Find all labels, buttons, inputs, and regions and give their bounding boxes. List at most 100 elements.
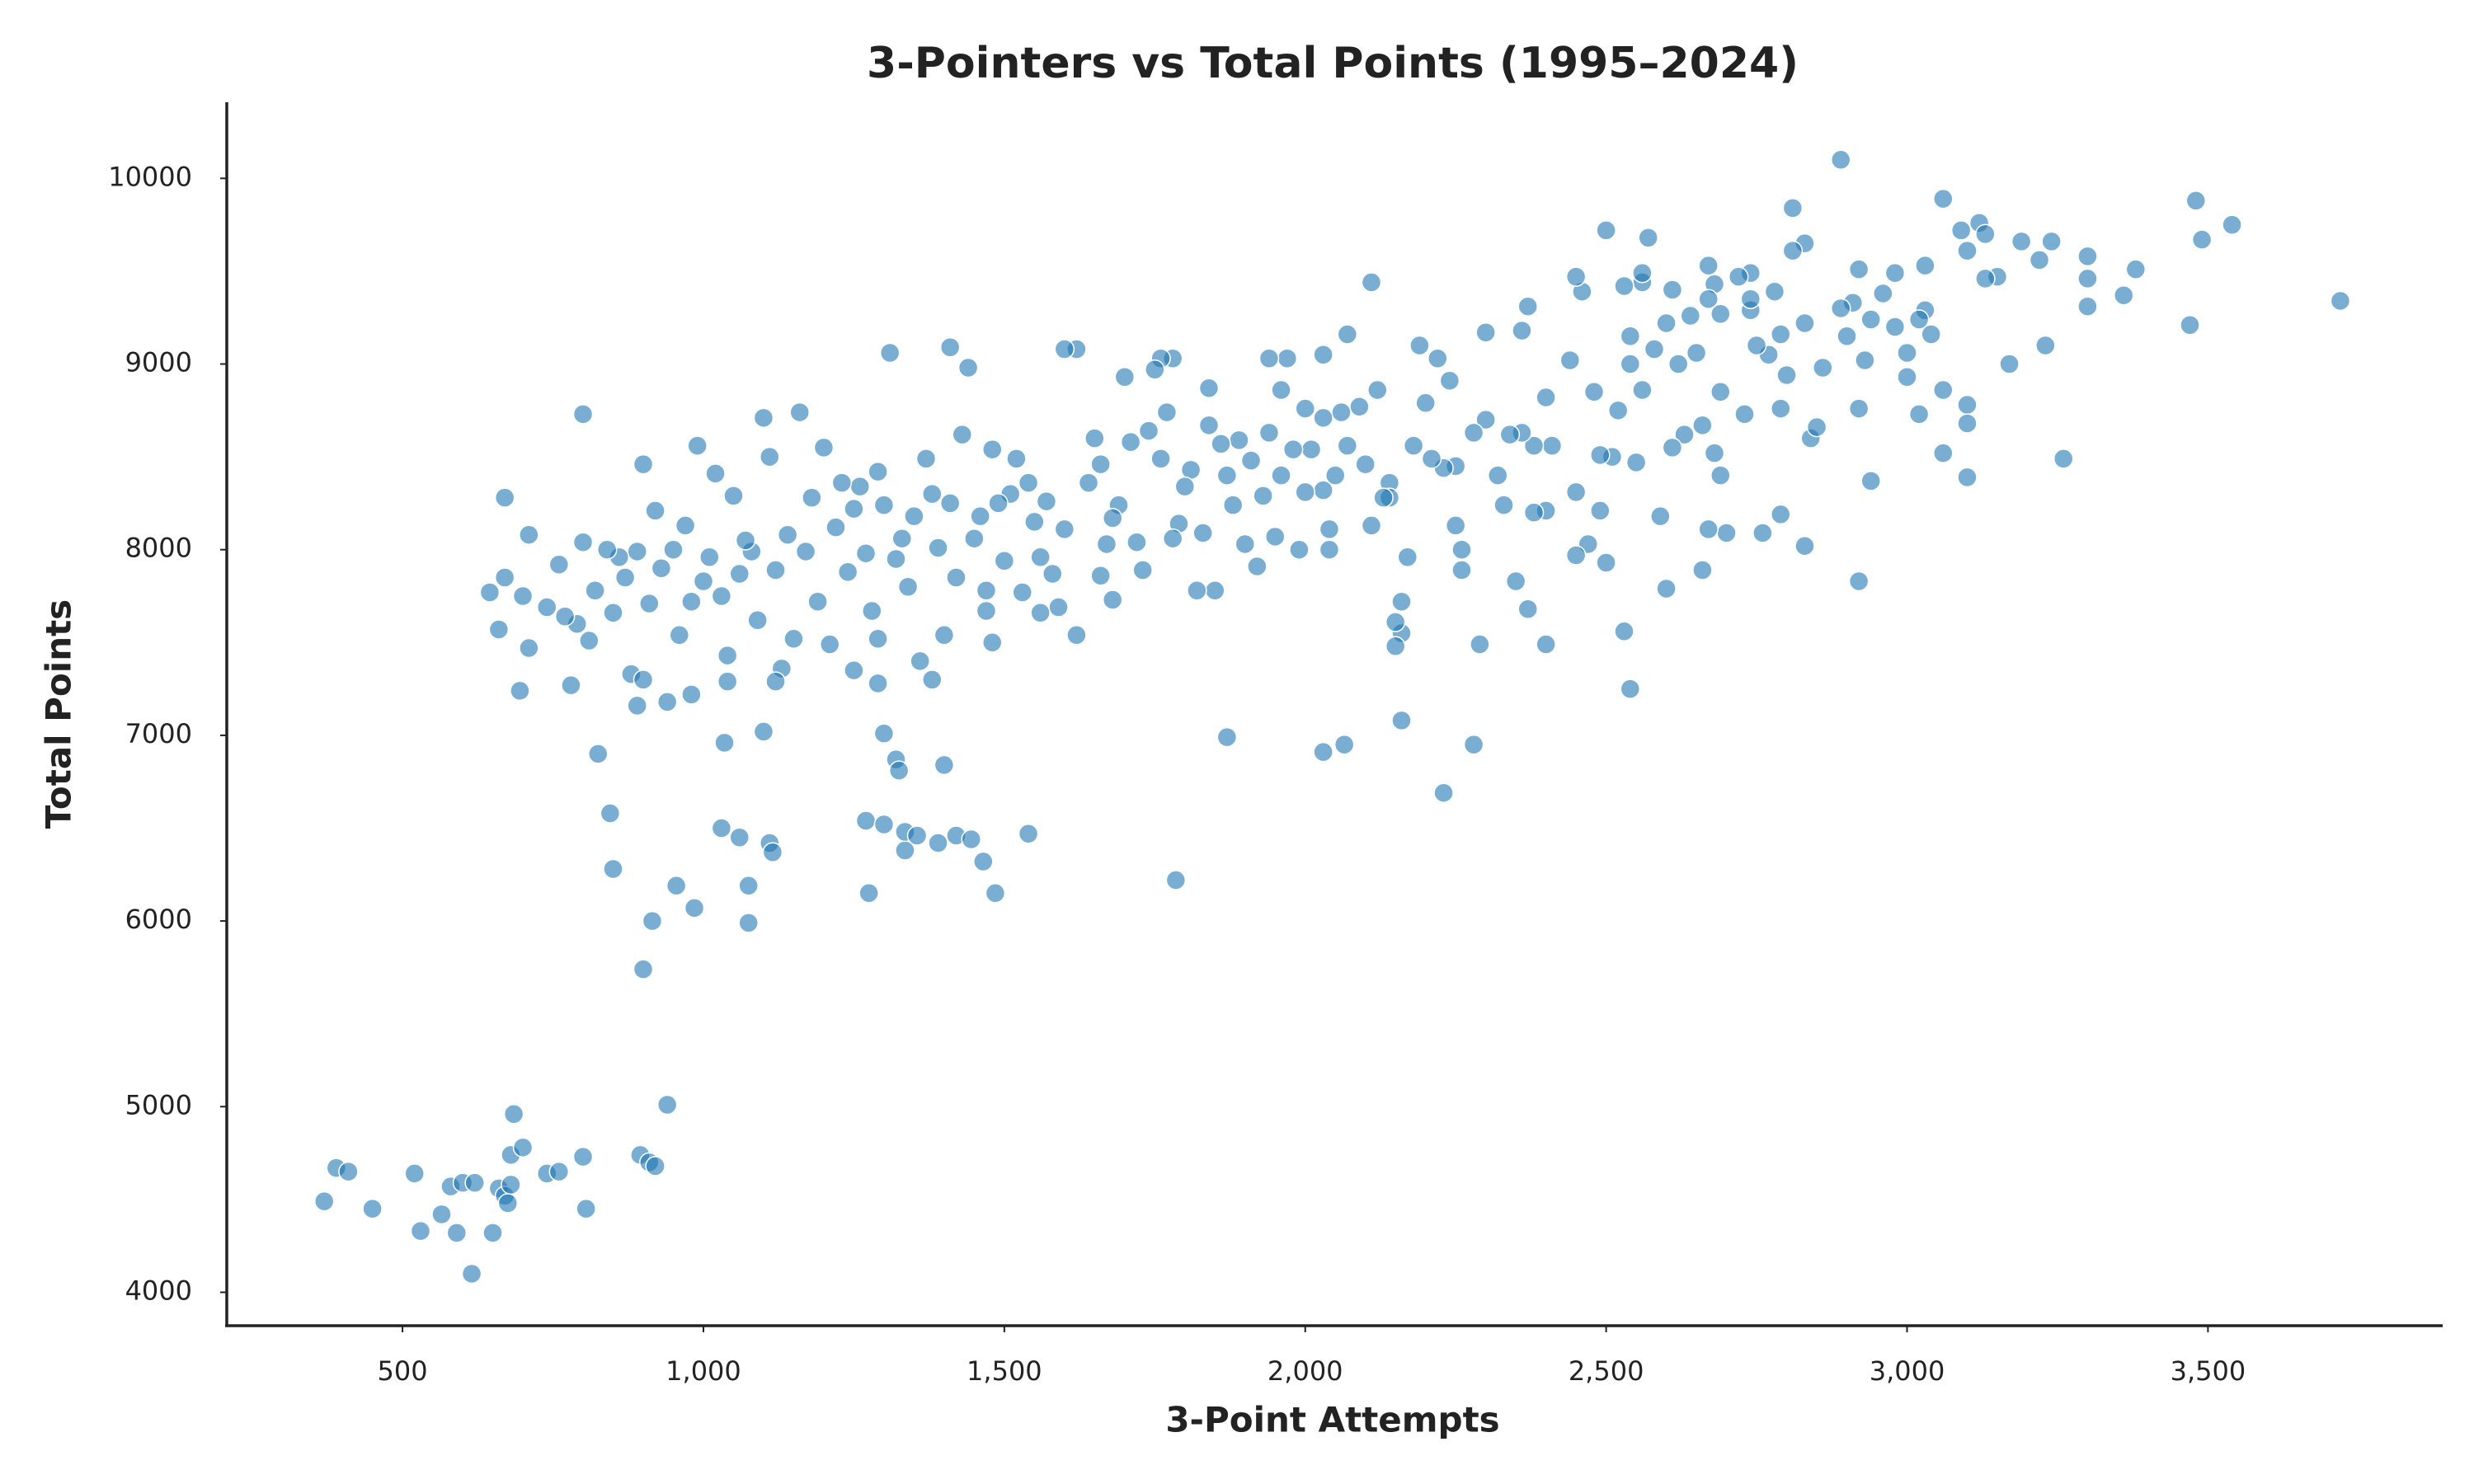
scatter-point: [1950, 220, 1972, 241]
scatter-point: [711, 585, 732, 607]
scatter-point: [1740, 289, 1761, 309]
y-tick-label: 9000: [125, 347, 192, 378]
scatter-point: [1090, 453, 1111, 475]
scatter-point: [904, 505, 924, 527]
scatter-point: [1048, 597, 1069, 618]
scatter-point: [1415, 392, 1436, 414]
scatter-point: [2191, 229, 2213, 250]
scatter-point: [1794, 312, 1815, 334]
scatter-point: [1265, 526, 1286, 547]
scatter-point: [1908, 404, 1930, 425]
y-tick-label: 5000: [125, 1089, 192, 1120]
scatter-point: [976, 600, 997, 622]
scatter-point: [753, 721, 774, 742]
scatter-point: [1162, 528, 1183, 549]
scatter-point: [2222, 214, 2242, 235]
scatter-point: [1656, 578, 1677, 599]
scatter-point: [1066, 625, 1087, 646]
scatter-point: [952, 424, 973, 445]
scatter-point: [1319, 519, 1340, 540]
scatter-point: [1523, 435, 1545, 456]
scatter-point: [1620, 679, 1641, 699]
scatter-point: [858, 883, 879, 904]
x-tick-label: 500: [378, 1355, 428, 1387]
scatter-point: [1463, 734, 1484, 755]
scatter-point: [1499, 424, 1521, 445]
scatter-point: [1349, 397, 1370, 417]
scatter-point: [888, 760, 910, 781]
scatter-point: [1625, 452, 1647, 473]
scatter-point: [1397, 547, 1418, 567]
scatter-point: [536, 597, 557, 618]
scatter-point: [1198, 378, 1220, 399]
scatter-point: [1565, 481, 1587, 503]
scatter-point: [572, 532, 594, 552]
scatter-point: [1662, 279, 1683, 300]
scatter-point: [1999, 354, 2020, 374]
y-tick-label: 7000: [125, 718, 192, 749]
scatter-point: [1680, 305, 1701, 326]
scatter-point: [572, 404, 594, 425]
scatter-point: [1536, 634, 1556, 655]
scatter-point: [576, 1198, 596, 1219]
scatter-point: [985, 883, 1006, 904]
scatter-point: [1463, 422, 1484, 444]
scatter-point: [1240, 450, 1262, 471]
scatter-point: [777, 524, 798, 545]
scatter-point: [1662, 437, 1683, 458]
scatter-point: [645, 1156, 666, 1176]
scatter-point: [1337, 324, 1358, 345]
scatter-point: [494, 567, 515, 588]
scatter-point: [961, 829, 981, 850]
scatter-point: [1319, 539, 1340, 560]
scatter-point: [1734, 404, 1755, 425]
scatter-point: [510, 680, 530, 702]
scatter-point: [1493, 495, 1514, 515]
scatter-point: [1667, 354, 1689, 374]
scatter-point: [675, 515, 696, 536]
scatter-point: [1018, 823, 1039, 844]
scatter-point: [1361, 515, 1382, 536]
scatter-point: [1607, 400, 1629, 421]
scatter-point: [1235, 533, 1256, 555]
scatter-point: [1222, 495, 1244, 515]
scatter-point: [886, 548, 906, 570]
scatter-point: [488, 619, 510, 640]
scatter-point: [1975, 223, 1996, 245]
x-tick-label: 3,500: [2171, 1355, 2246, 1387]
scatter-point: [837, 561, 858, 582]
scatter-point: [1848, 259, 1870, 279]
scatter-point: [1908, 309, 1930, 330]
scatter-point: [1813, 357, 1833, 378]
scatter-point: [1156, 402, 1178, 423]
scatter-point: [705, 463, 726, 484]
scatter-point: [2180, 314, 2200, 336]
scatter-point: [1536, 387, 1556, 408]
scatter-point: [1331, 402, 1352, 423]
scatter-point: [1165, 870, 1187, 890]
scatter-point: [1084, 428, 1105, 448]
scatter-point: [503, 1104, 524, 1125]
scatter-point: [1174, 476, 1196, 497]
scatter-point: [795, 541, 816, 562]
scatter-point: [738, 913, 759, 933]
scatter-point: [973, 851, 994, 872]
scatter-point: [1698, 519, 1719, 540]
scatter-point: [747, 610, 768, 631]
scatter-point: [464, 1172, 485, 1193]
scatter-point: [1300, 439, 1322, 460]
scatter-point: [729, 563, 750, 585]
scatter-point: [1096, 533, 1117, 555]
scatter-point: [627, 695, 647, 716]
scatter-point: [1145, 359, 1165, 380]
scatter-point: [479, 582, 501, 603]
y-tick-label: 6000: [125, 904, 192, 935]
scatter-point: [579, 630, 600, 651]
y-axis-label: Total Points: [39, 599, 79, 829]
scatter-point: [1391, 710, 1412, 731]
scatter-point: [1975, 268, 1996, 289]
scatter-point: [1102, 508, 1123, 528]
scatter-point: [873, 814, 895, 835]
scatter-point: [1138, 420, 1159, 441]
scatter-point: [410, 1220, 431, 1242]
